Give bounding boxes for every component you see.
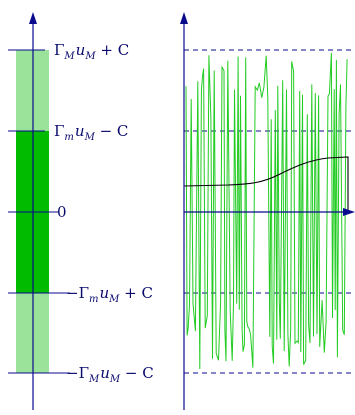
label-lower: −ΓmuM + C xyxy=(66,284,153,305)
control-signal-curve xyxy=(185,52,348,370)
label-upper: ΓmuM − C xyxy=(54,122,128,143)
label-zero: 0 xyxy=(57,203,67,221)
time-axis-arrow-icon xyxy=(343,208,355,216)
label-top: ΓMuM + C xyxy=(54,41,129,62)
left-y-axis-arrow-icon xyxy=(29,12,37,24)
right-y-axis-arrow-icon xyxy=(180,12,188,24)
label-bottom: −ΓMuM − C xyxy=(66,364,154,385)
average-trajectory-curve xyxy=(183,156,349,212)
